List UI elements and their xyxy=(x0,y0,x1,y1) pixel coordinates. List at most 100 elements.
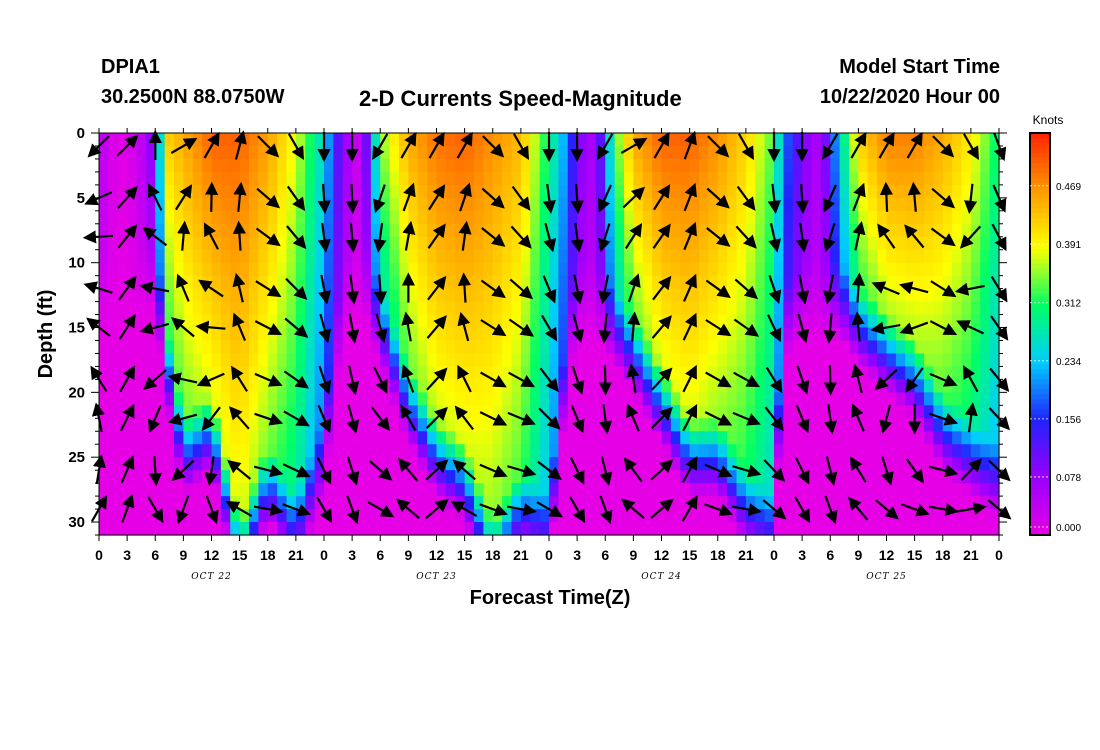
heatmap-cell xyxy=(586,133,597,147)
heatmap-cell xyxy=(258,210,269,225)
current-vector xyxy=(851,363,865,394)
heatmap-cell xyxy=(389,327,400,342)
heatmap-cell xyxy=(530,184,541,199)
heatmap-cell xyxy=(267,444,278,458)
heatmap-cell xyxy=(314,366,325,380)
current-vector xyxy=(681,494,698,522)
x-tick-label: 9 xyxy=(629,547,637,563)
heatmap-cell xyxy=(117,444,128,458)
heatmap-cell xyxy=(989,522,1000,536)
current-vector xyxy=(768,275,782,304)
heatmap-cell xyxy=(886,444,897,458)
current-vector xyxy=(373,222,387,253)
heatmap-cell xyxy=(277,171,288,186)
current-vector xyxy=(796,222,810,253)
heatmap-cell xyxy=(399,236,409,251)
heatmap-cell xyxy=(924,418,934,432)
current-vector xyxy=(346,365,360,396)
heatmap-cell xyxy=(774,444,784,458)
heatmap-cell xyxy=(511,262,522,277)
heatmap-cell xyxy=(970,301,981,316)
current-vector xyxy=(733,318,760,337)
heatmap-cell xyxy=(783,288,794,303)
heatmap-cell xyxy=(567,418,578,432)
heatmap-cell xyxy=(586,431,597,445)
heatmap-cell xyxy=(774,249,784,264)
current-vector xyxy=(962,133,979,161)
heatmap-cell xyxy=(108,145,119,160)
heatmap-cell xyxy=(614,340,625,355)
current-vector xyxy=(367,501,395,518)
heatmap-cell xyxy=(267,483,278,497)
heatmap-cell xyxy=(220,444,231,458)
heatmap-cell xyxy=(886,262,897,277)
heatmap-cell xyxy=(567,249,578,264)
heatmap-cell xyxy=(483,418,494,432)
heatmap-cell xyxy=(792,301,803,316)
heatmap-cell xyxy=(549,457,559,471)
heatmap-cell xyxy=(483,197,494,212)
heatmap-cell xyxy=(586,210,597,225)
heatmap-cell xyxy=(577,392,588,406)
heatmap-cell xyxy=(905,133,916,147)
heatmap-cell xyxy=(474,275,484,290)
heatmap-cell xyxy=(417,496,428,510)
heatmap-cell xyxy=(389,197,400,212)
heatmap-cell xyxy=(577,496,588,510)
current-vector xyxy=(734,278,759,300)
heatmap-cell xyxy=(117,405,128,419)
heatmap-cell xyxy=(961,210,972,225)
heatmap-cell xyxy=(970,197,981,212)
heatmap-cell xyxy=(783,483,794,497)
heatmap-cell xyxy=(839,353,850,368)
heatmap-cell xyxy=(924,327,934,342)
heatmap-cell xyxy=(727,340,738,355)
heatmap-cell xyxy=(558,392,569,406)
heatmap-cell xyxy=(736,366,747,380)
current-vector xyxy=(871,281,900,296)
heatmap-cell xyxy=(211,145,222,160)
heatmap-cell xyxy=(858,353,869,368)
heatmap-cell xyxy=(183,236,194,251)
heatmap-cell xyxy=(530,210,541,225)
heatmap-cell xyxy=(624,470,634,484)
date-label: OCT 23 xyxy=(416,572,457,582)
heatmap-cell xyxy=(961,158,972,173)
heatmap-cell xyxy=(342,158,353,173)
heatmap-cell xyxy=(942,444,953,458)
heatmap-cell xyxy=(755,223,766,238)
heatmap-cell xyxy=(230,301,241,316)
heatmap-cell xyxy=(764,340,775,355)
heatmap-cell xyxy=(492,133,503,147)
heatmap-cell xyxy=(736,431,747,445)
heatmap-cell xyxy=(652,522,663,536)
heatmap-cell xyxy=(164,327,175,342)
heatmap-cell xyxy=(595,431,606,445)
heatmap-cell xyxy=(924,522,934,536)
heatmap-cell xyxy=(802,431,813,445)
heatmap-cell xyxy=(689,327,700,342)
heatmap-cell xyxy=(727,301,738,316)
heatmap-cell xyxy=(774,405,784,419)
heatmap-cell xyxy=(230,133,241,147)
heatmap-cell xyxy=(211,171,222,186)
heatmap-cell xyxy=(886,275,897,290)
heatmap-cell xyxy=(755,249,766,264)
x-tick-label: 18 xyxy=(710,547,726,563)
heatmap-cell xyxy=(455,522,466,536)
heatmap-cell xyxy=(155,275,166,290)
heatmap-cell xyxy=(689,340,700,355)
heatmap-cell xyxy=(286,457,297,471)
heatmap-cell xyxy=(839,522,850,536)
heatmap-cell xyxy=(539,184,550,199)
heatmap-cell xyxy=(877,314,888,329)
heatmap-cell xyxy=(117,340,128,355)
heatmap-cell xyxy=(408,249,419,264)
heatmap-cell xyxy=(483,379,494,393)
heatmap-cell xyxy=(267,275,278,290)
heatmap-cell xyxy=(745,158,756,173)
heatmap-cell xyxy=(708,405,719,419)
heatmap-cell xyxy=(408,522,419,536)
heatmap-cell xyxy=(352,158,363,173)
heatmap-cell xyxy=(670,236,681,251)
